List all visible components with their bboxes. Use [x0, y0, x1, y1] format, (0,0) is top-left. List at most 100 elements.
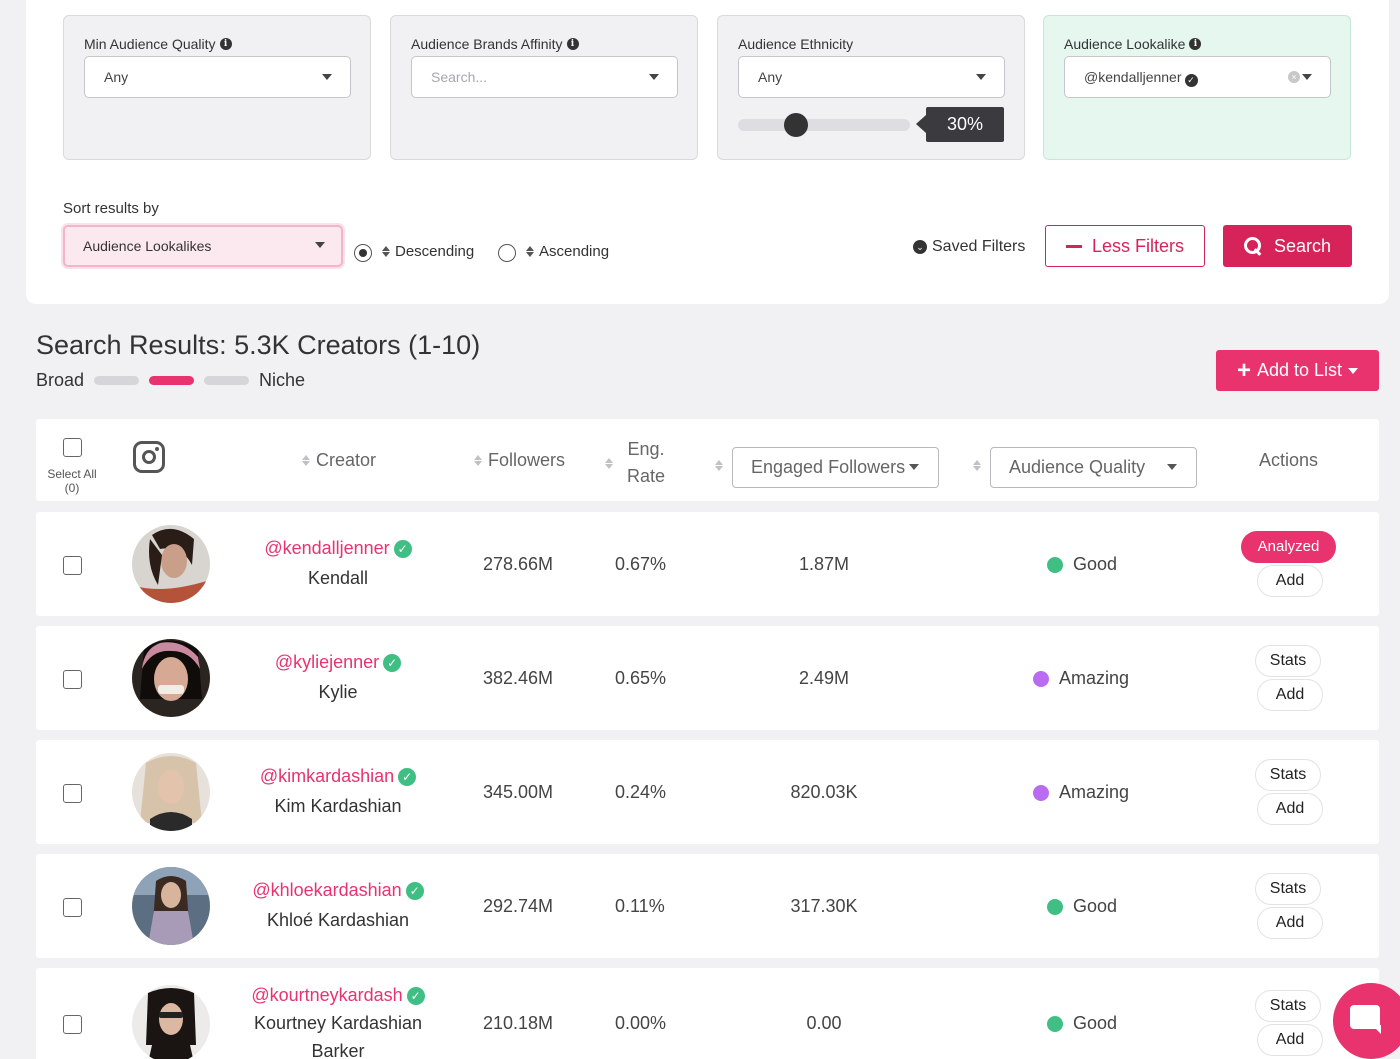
eng-rate-value: 0.00%: [615, 1013, 667, 1033]
creator-handle-link[interactable]: @kimkardashian ✓: [238, 766, 438, 787]
chevron-down-icon: [1167, 464, 1177, 470]
engaged-followers-value: 1.87M: [798, 554, 850, 574]
chevron-down-icon: [649, 74, 659, 80]
select-all-checkbox[interactable]: [63, 438, 82, 457]
scale-bar-2[interactable]: [149, 376, 195, 385]
sort-icon: [382, 246, 390, 257]
row-checkbox[interactable]: [63, 556, 82, 575]
engaged-followers-select[interactable]: Engaged Followers: [732, 447, 939, 488]
ethnicity-slider-handle[interactable]: [784, 113, 808, 137]
sort-icon[interactable]: [715, 460, 723, 471]
creator-handle-link[interactable]: @khloekardashian ✓: [238, 880, 438, 901]
chevron-down-icon: [976, 74, 986, 80]
lookalike-card: Audience Lookalike i @kendalljenner ✓ ×: [1043, 15, 1351, 160]
eng-rate-value: 0.65%: [615, 668, 667, 688]
verified-check-icon: ✓: [406, 987, 425, 1005]
creator-name: Khloé Kardashian: [266, 910, 410, 930]
add-button[interactable]: Add: [1257, 679, 1323, 711]
stats-button[interactable]: Stats: [1255, 990, 1321, 1022]
select-all-label: Select All: [47, 467, 97, 481]
quality-dot-icon: [1047, 556, 1063, 573]
ethnicity-label: Audience Ethnicity: [738, 36, 854, 52]
row-checkbox[interactable]: [63, 784, 82, 803]
stats-button[interactable]: Stats: [1255, 759, 1321, 791]
creator-handle-link[interactable]: @kyliejenner ✓: [238, 652, 438, 673]
filter-panel: Min Audience Quality i Any Audience Bran…: [26, 0, 1389, 304]
audience-quality-value: Good: [1047, 896, 1117, 917]
sort-icon[interactable]: [973, 460, 981, 471]
add-button[interactable]: Add: [1257, 793, 1323, 825]
scale-niche-label: Niche: [259, 370, 306, 390]
descending-radio[interactable]: [354, 244, 372, 262]
info-icon[interactable]: i: [1189, 38, 1202, 50]
search-button[interactable]: Search: [1223, 225, 1352, 267]
add-button[interactable]: Add: [1257, 1024, 1323, 1056]
creator-name-line-2: Barker: [311, 1041, 365, 1059]
brands-affinity-search-input[interactable]: Search...: [411, 56, 678, 98]
eng-rate-value: 0.24%: [615, 782, 667, 802]
followers-column-header[interactable]: Followers: [474, 450, 565, 471]
quality-dot-icon: [1047, 1015, 1063, 1032]
row-checkbox[interactable]: [63, 898, 82, 917]
creator-handle-link[interactable]: @kendalljenner ✓: [238, 538, 438, 559]
row-checkbox[interactable]: [63, 670, 82, 689]
clear-icon[interactable]: ×: [1288, 71, 1300, 83]
brands-affinity-card: Audience Brands Affinity i Search...: [390, 15, 698, 160]
less-filters-button[interactable]: Less Filters: [1045, 225, 1205, 267]
lookalike-select[interactable]: @kendalljenner ✓ ×: [1064, 56, 1331, 98]
creator-handle-link[interactable]: @kourtneykardash ✓: [238, 985, 438, 1006]
avatar[interactable]: [132, 867, 210, 945]
quality-dot-icon: [1047, 898, 1063, 915]
add-button[interactable]: Add: [1257, 565, 1323, 597]
ethnicity-card: Audience Ethnicity Any 30%: [717, 15, 1025, 160]
info-icon[interactable]: i: [566, 38, 579, 50]
verified-icon: ✓: [1184, 74, 1198, 87]
sort-icon: [605, 457, 613, 469]
avatar[interactable]: [132, 525, 210, 603]
ethnicity-slider-value: 30%: [916, 107, 1004, 142]
scale-bar-1[interactable]: [94, 376, 140, 385]
info-icon[interactable]: i: [219, 38, 232, 50]
add-to-list-button[interactable]: + Add to List: [1216, 350, 1379, 391]
add-button[interactable]: Add: [1257, 907, 1323, 939]
ascending-option[interactable]: Ascending: [526, 243, 609, 260]
min-audience-quality-select[interactable]: Any: [84, 56, 351, 98]
instagram-icon: [133, 441, 165, 473]
engaged-followers-value: 317.30K: [790, 896, 858, 916]
avatar[interactable]: [132, 753, 210, 831]
audience-quality-value: Amazing: [1033, 782, 1129, 803]
followers-value: 345.00M: [483, 782, 554, 802]
sort-label: Sort results by: [63, 200, 159, 217]
row-checkbox[interactable]: [63, 1015, 82, 1034]
sort-select[interactable]: Audience Lookalikes: [63, 225, 343, 267]
saved-filters-toggle[interactable]: ⌄ Saved Filters: [913, 238, 1025, 256]
ethnicity-slider-track[interactable]: [738, 119, 910, 131]
descending-option[interactable]: Descending: [382, 243, 474, 260]
scale-broad-label: Broad: [36, 370, 85, 390]
avatar[interactable]: [132, 985, 210, 1059]
chevron-down-icon: [1348, 367, 1359, 374]
creator-column-header[interactable]: Creator: [302, 450, 376, 471]
brands-affinity-label: Audience Brands Affinity: [411, 36, 563, 52]
stats-button[interactable]: Stats: [1255, 873, 1321, 905]
chat-bubble-icon[interactable]: [1333, 983, 1400, 1059]
engaged-followers-value: 820.03K: [790, 782, 858, 802]
verified-check-icon: ✓: [405, 882, 424, 900]
table-header: Select All (0) Creator Followers Eng. Ra…: [36, 419, 1379, 501]
table-row: @kourtneykardash ✓ Kourtney Kardashian Ba…: [36, 968, 1379, 1059]
eng-rate-value: 0.67%: [615, 554, 667, 574]
stats-button[interactable]: Stats: [1255, 645, 1321, 677]
eng-rate-column-header[interactable]: Eng. Rate: [605, 436, 665, 490]
table-row: @kyliejenner ✓ Kylie 382.46M 0.65% 2.49M …: [36, 626, 1379, 730]
creator-name: Kylie: [318, 682, 358, 702]
ethnicity-select[interactable]: Any: [738, 56, 1005, 98]
avatar[interactable]: [132, 639, 210, 717]
table-row: @kendalljenner ✓ Kendall 278.66M 0.67% 1.…: [36, 512, 1379, 616]
creator-name: Kendall: [307, 568, 369, 588]
sort-icon: [302, 455, 310, 466]
analyzed-button[interactable]: Analyzed: [1241, 531, 1336, 563]
chevron-down-icon: [1302, 74, 1312, 80]
scale-bar-3[interactable]: [204, 376, 250, 385]
ascending-radio[interactable]: [498, 244, 516, 262]
audience-quality-select[interactable]: Audience Quality: [990, 447, 1197, 488]
